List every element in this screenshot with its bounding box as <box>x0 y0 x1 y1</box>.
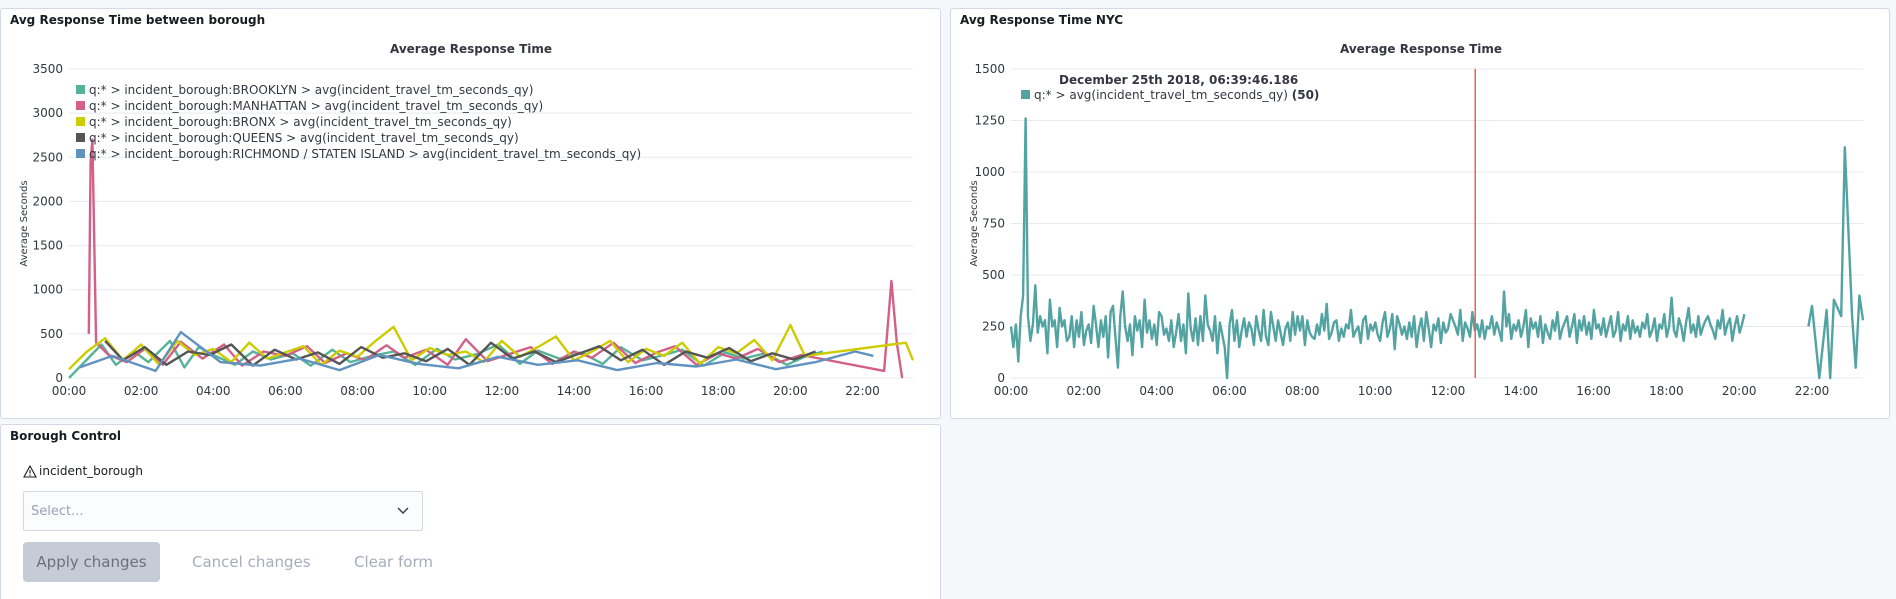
x-tick-label: 14:00 <box>557 384 592 398</box>
y-tick-label: 0 <box>55 371 63 385</box>
y-tick-label: 500 <box>40 327 63 341</box>
x-tick-label: 06:00 <box>268 384 303 398</box>
y-tick-label: 750 <box>982 217 1005 231</box>
legend-entry: q:* > incident_borough:MANHATTAN > avg(i… <box>89 99 543 113</box>
y-tick-label: 3000 <box>32 106 63 120</box>
tooltip-time: December 25th 2018, 06:39:46.186 <box>1059 73 1298 87</box>
legend-swatch <box>76 133 85 142</box>
borough-chart-panel: Avg Response Time between borough Averag… <box>0 8 941 419</box>
apply-changes-button[interactable]: Apply changes <box>23 542 160 582</box>
y-tick-label: 3500 <box>32 62 63 76</box>
chart-title: Average Response Time <box>1340 42 1502 56</box>
x-tick-label: 10:00 <box>1358 384 1393 398</box>
y-tick-label: 2000 <box>32 194 63 208</box>
x-tick-label: 12:00 <box>485 384 520 398</box>
x-tick-label: 00:00 <box>52 384 87 398</box>
x-tick-label: 12:00 <box>1431 384 1466 398</box>
y-tick-label: 250 <box>982 320 1005 334</box>
x-tick-label: 22:00 <box>1795 384 1830 398</box>
series-line <box>104 340 817 367</box>
x-tick-label: 22:00 <box>845 384 880 398</box>
x-tick-label: 18:00 <box>1649 384 1684 398</box>
x-tick-label: 04:00 <box>1139 384 1174 398</box>
warning-icon <box>23 464 37 478</box>
legend-swatch <box>1021 90 1030 99</box>
series-line <box>68 339 824 379</box>
clear-form-button[interactable]: Clear form <box>354 553 433 571</box>
field-label-text: incident_borough <box>39 464 143 478</box>
legend-entry: q:* > incident_borough:BROOKLYN > avg(in… <box>89 83 533 97</box>
x-tick-label: 20:00 <box>1722 384 1757 398</box>
borough-line-chart: Average Response Time Average Seconds 0 500… <box>19 42 915 398</box>
y-tick-label: 1500 <box>974 62 1005 76</box>
y-tick-label: 1000 <box>32 283 63 297</box>
y-tick-label: 1000 <box>974 165 1005 179</box>
chart-title: Average Response Time <box>390 42 552 56</box>
select-placeholder: Select... <box>31 504 84 519</box>
x-tick-label: 10:00 <box>412 384 447 398</box>
legend-entry: q:* > incident_borough:BRONX > avg(incid… <box>89 115 512 129</box>
y-axis-label: Average Seconds <box>969 180 980 266</box>
panel-title: Avg Response Time NYC <box>960 13 1124 27</box>
x-tick-label: 16:00 <box>629 384 664 398</box>
panel-title: Avg Response Time between borough <box>10 13 266 27</box>
x-tick-label: 06:00 <box>1212 384 1247 398</box>
legend-swatch <box>76 149 85 158</box>
y-tick-label: 0 <box>997 371 1005 385</box>
x-tick-label: 18:00 <box>701 384 736 398</box>
x-tick-label: 08:00 <box>340 384 375 398</box>
legend-entry: q:* > incident_borough:RICHMOND / STATEN… <box>89 147 641 161</box>
y-tick-label: 500 <box>982 268 1005 282</box>
x-tick-label: 14:00 <box>1503 384 1538 398</box>
legend-swatch <box>76 85 85 94</box>
y-tick-label: 1500 <box>32 239 63 253</box>
x-tick-label: 08:00 <box>1285 384 1320 398</box>
legend-entry: q:* > incident_borough:QUEENS > avg(inci… <box>89 131 519 145</box>
cancel-changes-button[interactable]: Cancel changes <box>192 553 311 571</box>
x-tick-label: 00:00 <box>994 384 1029 398</box>
panel-title: Borough Control <box>10 429 122 443</box>
x-tick-label: 04:00 <box>196 384 231 398</box>
x-tick-label: 16:00 <box>1576 384 1611 398</box>
legend-count: (50) <box>1292 88 1320 102</box>
series-line <box>1009 117 1746 380</box>
y-tick-label: 2500 <box>32 150 63 164</box>
borough-select[interactable]: Select... <box>23 491 423 531</box>
nyc-chart-panel: Avg Response Time NYC Average Response T… <box>950 8 1890 419</box>
field-label: incident_borough <box>23 464 143 478</box>
y-axis-label: Average Seconds <box>19 180 30 266</box>
series-line <box>87 138 904 379</box>
series-line <box>79 330 874 373</box>
legend-swatch <box>76 117 85 126</box>
nyc-line-chart: Average Response Time Average Seconds 0 250… <box>969 42 1865 398</box>
x-tick-label: 02:00 <box>124 384 159 398</box>
borough-control-panel: Borough Control incident_borough Select.… <box>0 424 941 599</box>
legend-entry: q:* > avg(incident_travel_tm_seconds_qy)… <box>1034 88 1319 102</box>
chevron-down-icon <box>397 507 409 514</box>
series-line <box>1807 146 1865 380</box>
x-tick-label: 20:00 <box>773 384 808 398</box>
legend-swatch <box>76 101 85 110</box>
x-tick-label: 02:00 <box>1067 384 1102 398</box>
y-tick-label: 1250 <box>974 114 1005 128</box>
